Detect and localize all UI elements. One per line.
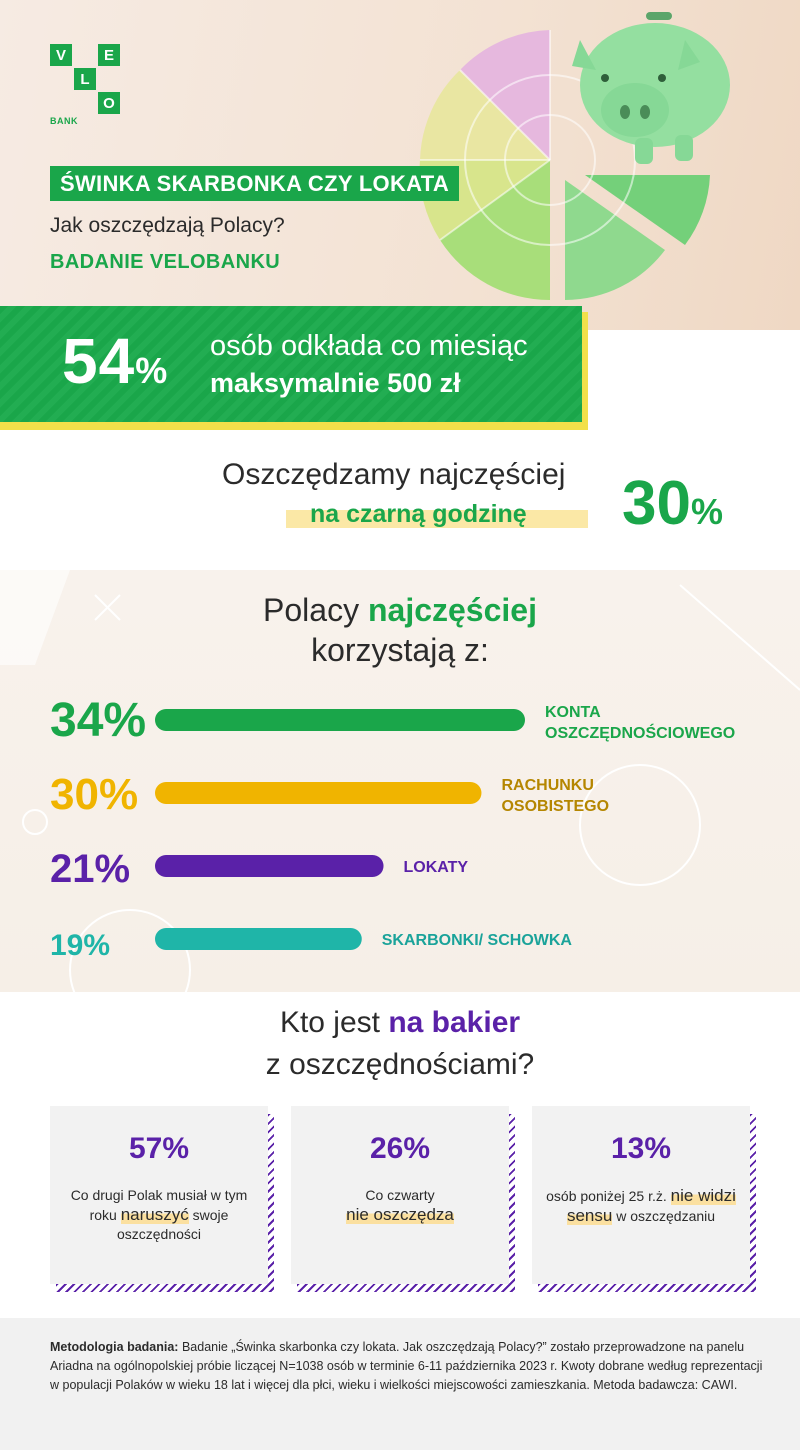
stat-card: 26% Co czwarty nie oszczędza [291,1106,509,1284]
hero-study-label: BADANIE VELOBANKU [50,251,281,273]
methodology-section [0,1318,800,1450]
stat-card: 13% osób poniżej 25 r.ż. nie widzi sensu… [532,1106,750,1284]
hero-title: ŚWINKA SKARBONKA CZY LOKATA [50,166,460,201]
banner-line-1: osób odkłada co miesiąc [210,330,528,362]
methodology-text: Metodologia badania: Badanie „Świnka ska… [50,1340,763,1392]
card-text: Co drugi Polak musiał w tym roku naruszy… [70,1187,248,1242]
bar-value-label: 30% [50,770,138,819]
banner-line-2: maksymalnie 500 zł [210,368,461,398]
piggy-bank-icon [572,12,730,164]
bar-category-label: LOKATY [404,859,469,876]
card-value: 26% [369,1132,431,1165]
card-text: Co czwarty nie oszczędza [346,1187,454,1224]
card-value: 57% [128,1132,190,1165]
logo-letter-o: O [98,92,120,114]
bar-value-label: 34% [50,694,146,747]
velo-bank-logo[interactable]: V E L O BANK [50,44,120,126]
bakier-title-line-1: Kto jest na bakier [279,1006,521,1039]
savings-highlight [286,510,588,528]
hero-subtitle: Jak oszczędzają Polacy? [50,214,285,237]
savings-value: 30% [622,469,723,538]
logo-letter-e: E [98,44,120,66]
hero-illustration [419,12,730,301]
stat-card: 57% Co drugi Polak musiał w tym roku nar… [50,1106,268,1284]
chart-decoration [0,570,800,992]
chart-title-line-2: korzystają z: [311,632,489,668]
logo-bank-label: BANK [50,116,78,126]
bar-category-label: SKARBONKI/ SCHOWKA [382,932,573,949]
hero-section: V E L O BANK [0,0,800,330]
chart-title-line-1: Polacy najczęściej [263,592,537,628]
banner-value: 54% [62,325,169,397]
logo-letter-v: V [50,44,72,66]
bar [155,782,482,804]
stat-banner [0,306,582,422]
bakier-title-line-2: z oszczędnościami? [265,1048,535,1081]
bar [155,855,384,877]
bar [155,928,362,950]
bar-value-label: 19% [50,929,110,962]
chart-section [0,570,800,992]
savings-line-2: na czarną godzinę [310,500,527,528]
bar-value-label: 21% [50,847,130,891]
bar-chart: 34% KONTA OSZCZĘDNOŚCIOWEGO 30% RACHUNKU OSOB… [50,694,735,962]
bar-category-label: RACHUNKU OSOBISTEGO [501,777,609,815]
bar-category-label: KONTA OSZCZĘDNOŚCIOWEGO [545,704,735,742]
card-text: osób poniżej 25 r.ż. nie widzi sensu w o… [546,1186,736,1225]
bar [155,709,525,731]
card-value: 13% [610,1132,672,1165]
logo-letter-l: L [74,68,96,90]
stacked-blocks-pie [419,30,710,301]
savings-line-1: Oszczędzamy najczęściej [222,458,566,491]
